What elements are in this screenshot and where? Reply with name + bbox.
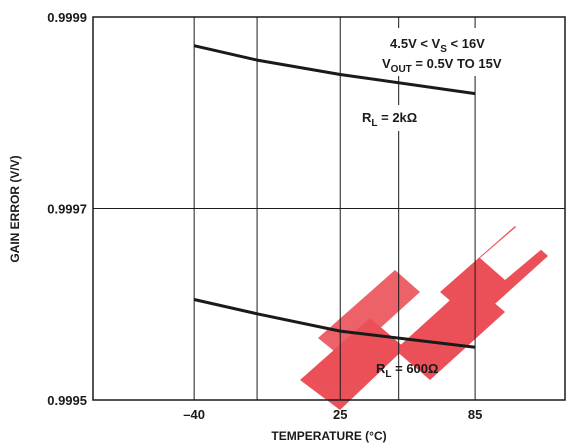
x-tick-label: 85 <box>468 407 482 422</box>
series-line-600 <box>193 298 476 349</box>
annotation-output-range: VOUT = 0.5V TO 15V <box>382 56 502 75</box>
label-bg-2k <box>358 105 428 131</box>
series-label-600: RL = 600Ω <box>376 361 438 380</box>
annotation-supply-range: 4.5V < VS < 16V <box>390 36 485 55</box>
y-tick-labels: 0.9999 0.9997 0.9995 <box>47 10 87 408</box>
annotation-box-bg <box>380 28 558 76</box>
plot-frame <box>92 16 566 401</box>
x-tick-label: –40 <box>183 407 205 422</box>
y-axis-label: GAIN ERROR (V/V) <box>8 155 22 262</box>
series-layer <box>193 44 476 349</box>
watermark-logo <box>300 215 555 410</box>
x-tick-labels: –40 25 85 <box>183 407 482 422</box>
grid <box>93 17 565 400</box>
y-tick-label: 0.9999 <box>47 10 87 25</box>
series-label-2k: RL = 2kΩ <box>362 110 417 129</box>
x-tick-label: 25 <box>333 407 347 422</box>
series-line-2k <box>193 44 476 96</box>
y-tick-label: 0.9997 <box>47 202 87 217</box>
x-axis-label: TEMPERATURE (°C) <box>271 429 386 443</box>
y-tick-label: 0.9995 <box>47 393 87 408</box>
